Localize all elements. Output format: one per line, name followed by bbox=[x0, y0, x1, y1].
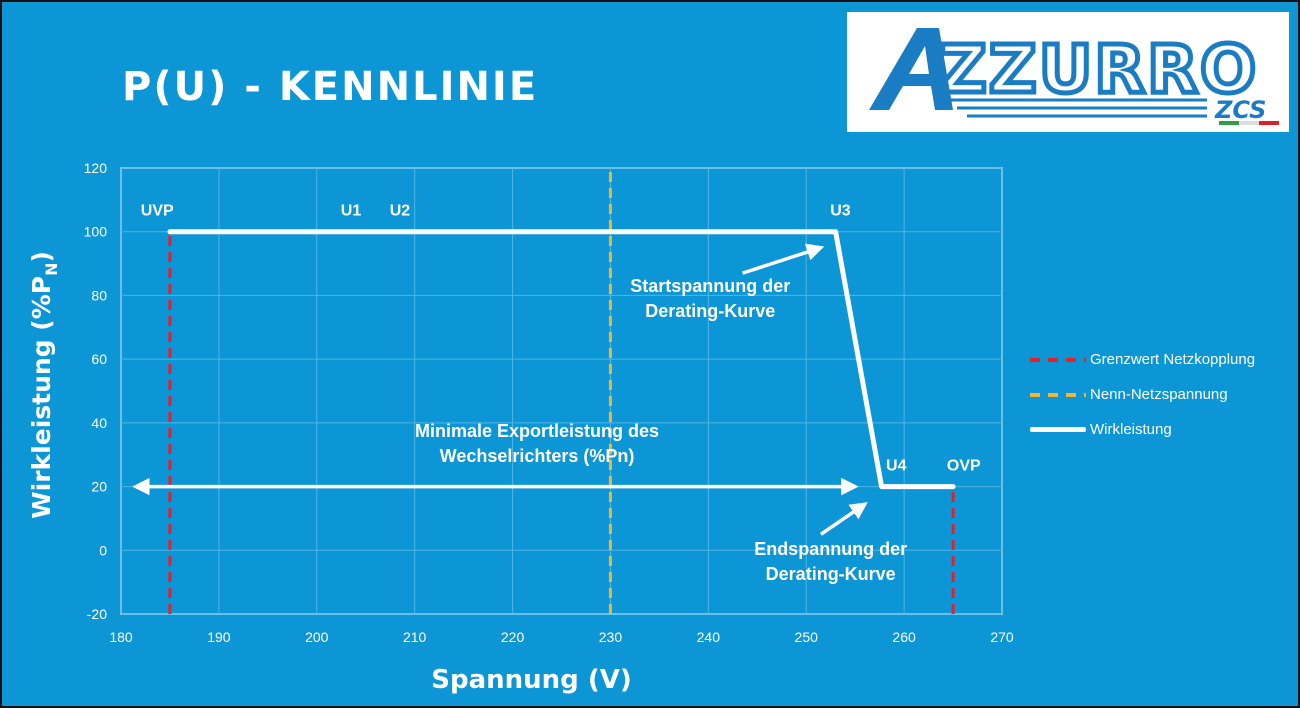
legend-swatch-red bbox=[1030, 357, 1086, 362]
x-tick-label: 260 bbox=[892, 629, 916, 645]
y-tick-label: 40 bbox=[91, 415, 107, 431]
legend-item-wirkleistung: Wirkleistung bbox=[1030, 412, 1255, 447]
legend-label: Nenn-Netzspannung bbox=[1090, 386, 1228, 403]
x-tick-label: 250 bbox=[795, 629, 819, 645]
y-tick-label: 120 bbox=[84, 160, 108, 176]
wirkleistung-line bbox=[167, 229, 956, 490]
x-tick-label: 180 bbox=[109, 629, 133, 645]
legend-swatch-gold bbox=[1030, 392, 1086, 397]
y-tick-label: 20 bbox=[91, 479, 107, 495]
y-tick-label: 0 bbox=[99, 542, 107, 558]
x-tick-label: 220 bbox=[501, 629, 525, 645]
legend-label: Grenzwert Netzkopplung bbox=[1090, 351, 1256, 368]
annotation-text: Startspannung der bbox=[630, 276, 790, 296]
legend-item-grenzwert: Grenzwert Netzkopplung bbox=[1030, 342, 1255, 377]
point-label: U1 bbox=[341, 202, 362, 219]
annotation-text: Minimale Exportleistung des bbox=[415, 421, 659, 441]
annotation-text: Derating-Kurve bbox=[645, 301, 775, 321]
x-tick-label: 190 bbox=[207, 629, 231, 645]
point-label: UVP bbox=[141, 202, 174, 219]
azzurro-logo: ZZURRO ZCS bbox=[847, 12, 1289, 132]
point-label: U4 bbox=[886, 457, 907, 474]
legend-swatch-white bbox=[1030, 427, 1086, 432]
x-axis-title: Spannung (V) bbox=[431, 665, 631, 695]
annotation-text: Wechselrichters (%Pn) bbox=[440, 446, 635, 466]
legend-label: Wirkleistung bbox=[1090, 421, 1172, 438]
svg-text:ZCS: ZCS bbox=[1214, 96, 1266, 124]
x-tick-label: 240 bbox=[697, 629, 721, 645]
legend: Grenzwert Netzkopplung Nenn-Netzspannung… bbox=[1030, 342, 1255, 447]
y-tick-label: 60 bbox=[91, 351, 107, 367]
x-tick-label: 270 bbox=[990, 629, 1014, 645]
y-tick-label: 80 bbox=[91, 287, 107, 303]
point-label: U3 bbox=[830, 202, 851, 219]
x-tick-label: 230 bbox=[599, 629, 623, 645]
annotation-text: Endspannung der bbox=[754, 539, 907, 559]
annotation-text: Derating-Kurve bbox=[766, 564, 896, 584]
y-tick-label: 100 bbox=[84, 224, 108, 240]
svg-text:ZZURRO: ZZURRO bbox=[939, 31, 1258, 108]
y-tick-label: -20 bbox=[87, 606, 107, 622]
point-label: OVP bbox=[947, 457, 981, 474]
annotation-arrow bbox=[819, 502, 868, 536]
legend-item-nenn: Nenn-Netzspannung bbox=[1030, 377, 1255, 412]
x-tick-label: 200 bbox=[305, 629, 329, 645]
annotation-arrow bbox=[742, 243, 825, 275]
slide-title: P(U) - KENNLINIE bbox=[122, 64, 539, 110]
point-label: U2 bbox=[390, 202, 411, 219]
x-tick-label: 210 bbox=[403, 629, 427, 645]
y-axis-title: Wirkleistung (%PN) bbox=[27, 251, 61, 519]
